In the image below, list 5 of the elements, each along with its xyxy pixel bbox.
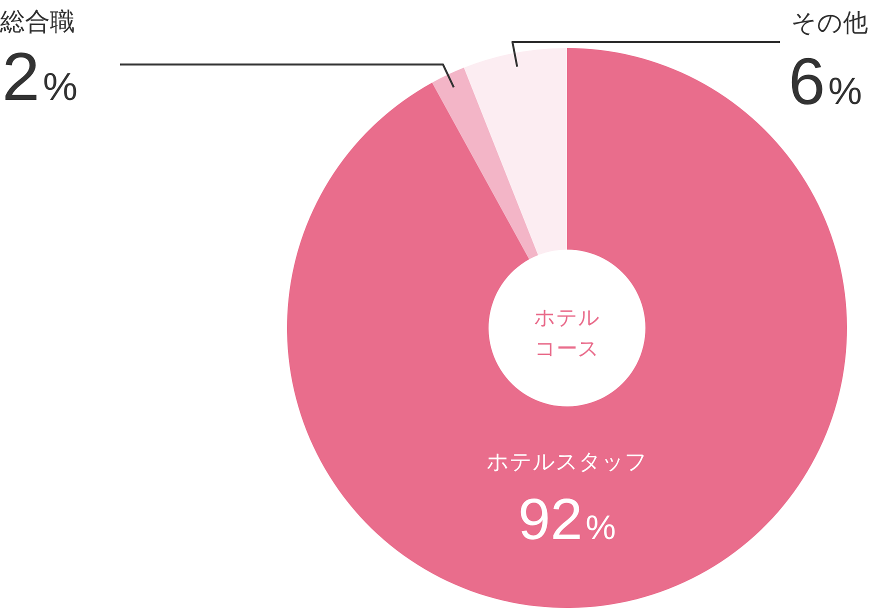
slice-label: その他 — [791, 10, 868, 37]
data-label: 2% — [2, 39, 78, 115]
title: ホテルコース — [534, 306, 600, 360]
slice-label: 総合職 — [0, 9, 75, 36]
data-label: 6% — [788, 44, 862, 118]
